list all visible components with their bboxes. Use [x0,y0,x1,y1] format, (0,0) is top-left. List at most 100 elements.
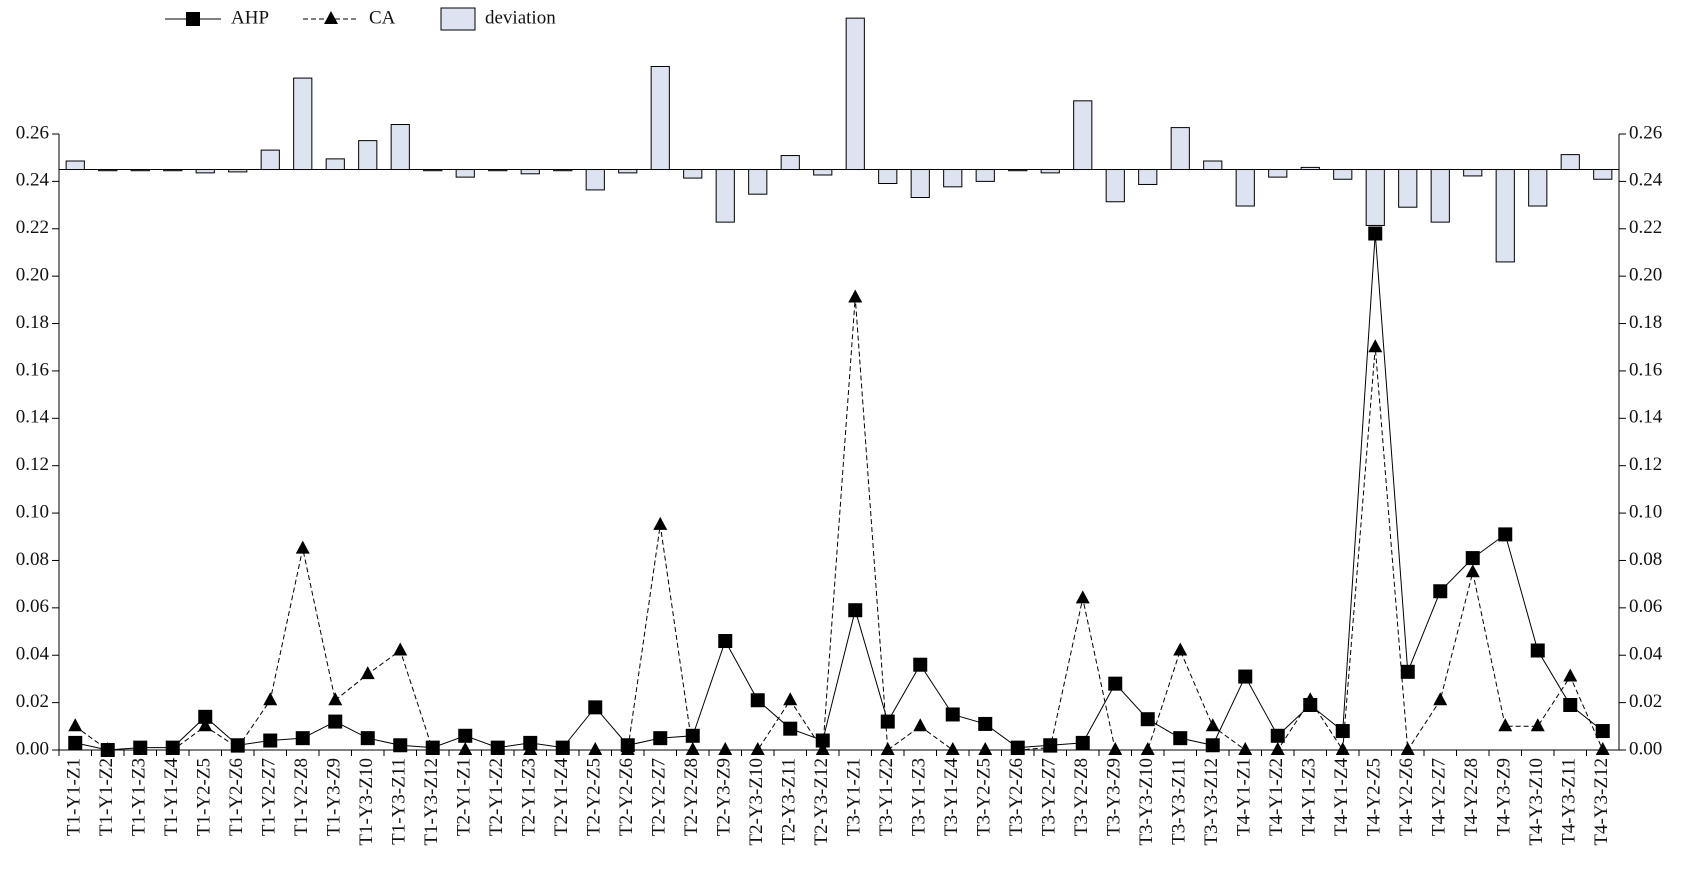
marker [1400,664,1415,679]
tick-label: 0.08 [1629,549,1662,570]
bar [423,169,443,172]
x-tick-label: T1-Y3-Z12 [421,758,442,846]
tick-label: 0.16 [16,359,49,380]
tick-label: 0.16 [1629,359,1662,380]
marker [1270,728,1285,743]
x-tick-label: T2-Y1-Z1 [454,758,475,836]
marker [393,738,408,753]
x-tick-label: T1-Y2-Z8 [291,758,312,836]
x-tick-label: T1-Y3-Z10 [356,758,377,846]
bar [1008,169,1028,172]
x-tick-label: T1-Y1-Z3 [129,758,150,836]
marker [1433,692,1448,706]
marker [978,742,993,755]
x-tick-label: T4-Y1-Z3 [1299,758,1320,836]
x-tick-label: T2-Y1-Z4 [551,758,572,837]
bar [358,140,378,171]
bar [1040,169,1060,174]
marker [653,731,668,746]
bar [455,169,475,178]
bar [1138,169,1158,185]
marker [978,716,993,731]
marker [1498,527,1513,542]
marker [425,742,440,755]
tick-label: 0.18 [1629,312,1662,333]
bar [1495,169,1515,263]
bar [943,169,963,188]
x-tick-label: T1-Y3-Z11 [389,758,410,845]
marker [100,742,115,755]
x-tick-label: T3-Y2-Z5 [974,758,995,836]
marker [848,289,863,303]
tick-label: 0.26 [1629,122,1662,143]
marker [1108,676,1123,691]
bar [1560,154,1580,171]
bar [390,124,410,171]
marker [68,718,83,732]
tick-label: 0.04 [16,644,50,665]
bar [1333,169,1353,180]
bar [65,160,85,171]
legend-label: deviation [485,7,556,28]
tick-label: 0.20 [16,265,49,286]
x-tick-label: T2-Y3-Z9 [714,758,735,836]
marker [198,709,213,724]
bar [845,17,865,171]
tick-label: 0.10 [1629,501,1662,522]
marker [1270,742,1285,755]
marker [1498,718,1513,732]
tick-label: 0.14 [1629,407,1663,428]
marker [783,692,798,706]
marker [1238,669,1253,684]
x-tick-label: T3-Y3-Z12 [1201,758,1222,846]
marker [458,728,473,743]
x-tick-label: T4-Y3-Z12 [1591,758,1612,846]
marker [1335,724,1350,739]
marker [1563,668,1578,682]
x-tick-label: T3-Y1-Z4 [941,758,962,837]
marker [848,603,863,618]
x-tick-label: T2-Y3-Z10 [746,758,767,846]
bar [293,77,313,171]
marker [1108,742,1123,755]
marker [1303,692,1318,706]
bar [1463,169,1483,177]
bar [683,169,703,179]
x-tick-label: T2-Y3-Z12 [811,758,832,846]
x-tick-label: T4-Y2-Z7 [1429,758,1450,836]
x-tick-label: T1-Y2-Z7 [259,758,280,836]
marker [1563,697,1578,712]
marker [523,742,538,755]
marker [1140,712,1155,727]
marker [165,742,180,755]
marker [1335,742,1350,755]
x-tick-label: T3-Y2-Z8 [1071,758,1092,836]
marker [295,540,310,554]
bar [1365,169,1385,226]
marker [1400,742,1415,755]
marker [458,742,473,755]
legend-label: CA [369,7,396,28]
marker [1173,642,1188,656]
marker [620,742,635,755]
bar [1593,169,1613,180]
marker [393,642,408,656]
marker [1043,739,1058,753]
marker [1368,339,1383,353]
bar [1430,169,1450,223]
x-tick-label: T4-Y3-Z11 [1559,758,1580,845]
marker [718,634,733,649]
tick-label: 0.04 [1629,644,1663,665]
marker [1530,643,1545,658]
bar [488,169,508,172]
bar [228,169,248,173]
marker [1075,590,1090,604]
bar [650,65,670,171]
marker [555,742,570,755]
bar [878,169,898,185]
tick-label: 0.14 [16,407,50,428]
x-tick-label: T2-Y1-Z3 [519,758,540,836]
marker [913,657,928,672]
marker [1205,738,1220,753]
marker [263,692,278,706]
